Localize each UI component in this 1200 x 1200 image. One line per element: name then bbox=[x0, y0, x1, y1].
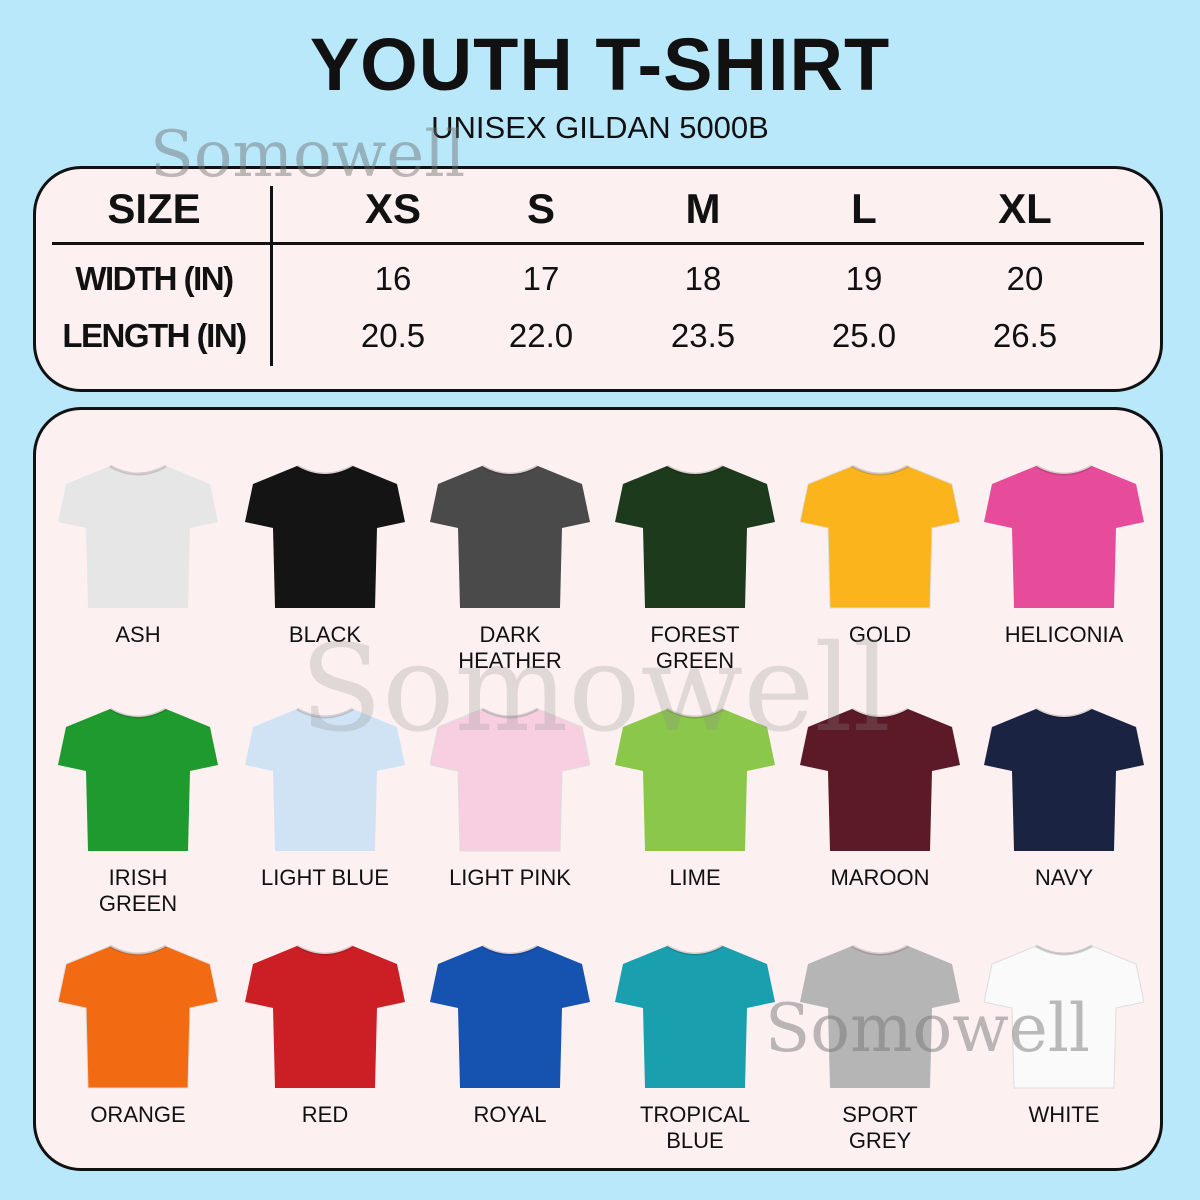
tshirt-icon bbox=[245, 944, 405, 1088]
color-name: LIGHT BLUE bbox=[261, 865, 389, 890]
color-name: FOREST GREEN bbox=[650, 622, 740, 673]
table-divider-vertical bbox=[270, 186, 273, 366]
page-subtitle: UNISEX GILDAN 5000B bbox=[431, 110, 769, 145]
color-name: ROYAL bbox=[473, 1102, 547, 1127]
color-name: GOLD bbox=[848, 622, 912, 647]
tshirt-icon bbox=[800, 464, 960, 609]
color-name: ORANGE bbox=[90, 1102, 186, 1127]
tshirt-icon bbox=[800, 707, 960, 851]
color-swatch-forest-green[interactable]: FOREST GREEN bbox=[610, 460, 780, 674]
tshirt-icon bbox=[615, 464, 775, 608]
size-value: 17 bbox=[522, 260, 560, 297]
color-name: RED bbox=[301, 1102, 349, 1127]
color-swatch-gold[interactable]: GOLD bbox=[795, 460, 965, 648]
tshirt-icon bbox=[58, 944, 218, 1089]
size-value: 18 bbox=[684, 260, 722, 297]
size-value: 25.0 bbox=[831, 317, 897, 354]
size-header-l: L bbox=[851, 185, 877, 232]
color-swatch-sport-grey[interactable]: SPORT GREY bbox=[795, 940, 965, 1154]
size-header-m: M bbox=[685, 185, 721, 232]
color-swatch-maroon[interactable]: MAROON bbox=[795, 703, 965, 891]
row-label: LENGTH (IN) bbox=[62, 317, 247, 354]
size-header-xs: XS bbox=[364, 185, 422, 232]
tshirt-icon bbox=[984, 464, 1144, 608]
color-swatch-ash[interactable]: ASH bbox=[53, 460, 223, 648]
row-label: WIDTH (IN) bbox=[75, 260, 234, 297]
color-name: MAROON bbox=[830, 865, 930, 890]
color-swatch-lime[interactable]: LIME bbox=[610, 703, 780, 891]
color-swatch-light-blue[interactable]: LIGHT BLUE bbox=[240, 703, 410, 891]
size-value: 26.5 bbox=[992, 317, 1058, 354]
color-swatch-orange[interactable]: ORANGE bbox=[53, 940, 223, 1128]
tshirt-icon bbox=[615, 707, 775, 851]
size-value: 20 bbox=[1006, 260, 1044, 297]
color-swatch-navy[interactable]: NAVY bbox=[979, 703, 1149, 891]
size-header-xl: XL bbox=[998, 185, 1052, 232]
tshirt-icon bbox=[245, 464, 405, 608]
tshirt-icon bbox=[430, 707, 590, 852]
color-swatch-white[interactable]: WHITE bbox=[979, 940, 1149, 1128]
color-swatch-heliconia[interactable]: HELICONIA bbox=[979, 460, 1149, 648]
page-title: YOUTH T-SHIRT bbox=[309, 23, 891, 106]
color-name: NAVY bbox=[1034, 865, 1094, 890]
color-name: IRISH GREEN bbox=[98, 865, 178, 916]
size-value: 22.0 bbox=[508, 317, 574, 354]
size-chart-panel bbox=[33, 166, 1163, 392]
tshirt-icon bbox=[984, 944, 1144, 1089]
tshirt-icon bbox=[58, 464, 218, 608]
tshirt-icon bbox=[430, 464, 590, 608]
color-name: LIGHT PINK bbox=[449, 865, 571, 890]
size-value: 20.5 bbox=[360, 317, 426, 354]
size-value: 23.5 bbox=[670, 317, 736, 354]
color-name: WHITE bbox=[1028, 1102, 1100, 1127]
color-swatch-red[interactable]: RED bbox=[240, 940, 410, 1128]
tshirt-icon bbox=[58, 707, 218, 851]
tshirt-icon bbox=[615, 944, 775, 1088]
tshirt-icon bbox=[430, 944, 590, 1088]
color-options-panel bbox=[33, 407, 1163, 1171]
table-divider-horizontal bbox=[52, 242, 1144, 245]
color-swatch-dark-heather[interactable]: DARK HEATHER bbox=[425, 460, 595, 674]
color-name: SPORT GREY bbox=[842, 1102, 918, 1153]
color-swatch-tropical-blue[interactable]: TROPICAL BLUE bbox=[610, 940, 780, 1154]
color-swatch-irish-green[interactable]: IRISH GREEN bbox=[53, 703, 223, 917]
color-name: HELICONIA bbox=[1004, 622, 1124, 647]
tshirt-icon bbox=[800, 944, 960, 1088]
color-name: TROPICAL BLUE bbox=[639, 1102, 751, 1153]
size-value: 16 bbox=[374, 260, 412, 297]
color-swatch-black[interactable]: BLACK bbox=[240, 460, 410, 648]
color-swatch-royal[interactable]: ROYAL bbox=[425, 940, 595, 1128]
color-name: ASH bbox=[115, 622, 161, 647]
color-name: DARK HEATHER bbox=[458, 622, 562, 673]
color-swatch-light-pink[interactable]: LIGHT PINK bbox=[425, 703, 595, 891]
color-name: LIME bbox=[669, 865, 721, 890]
size-value: 19 bbox=[845, 260, 883, 297]
tshirt-icon bbox=[984, 707, 1144, 851]
size-header-label: SIZE bbox=[107, 185, 201, 232]
size-header-s: S bbox=[526, 185, 555, 232]
tshirt-icon bbox=[245, 707, 405, 851]
color-name: BLACK bbox=[288, 622, 362, 647]
